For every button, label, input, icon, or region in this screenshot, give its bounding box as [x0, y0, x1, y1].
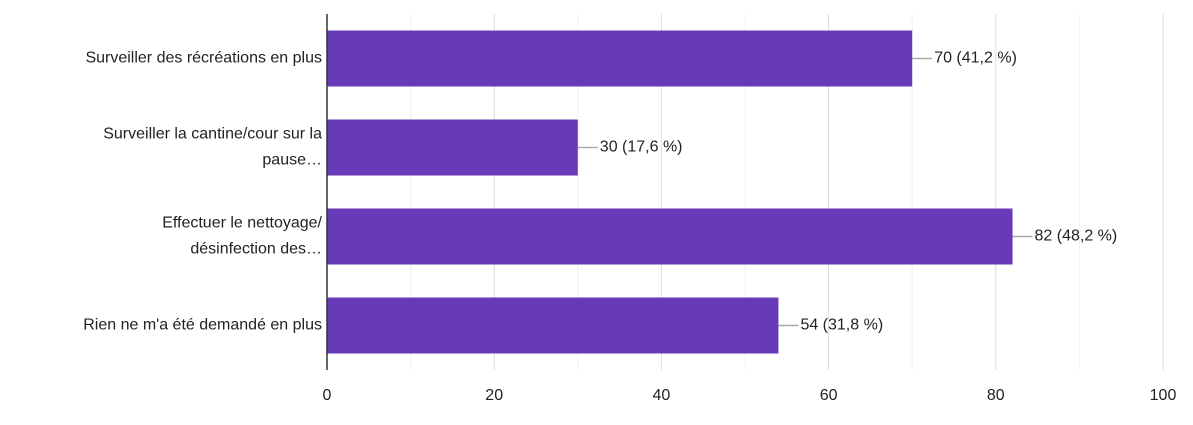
- bar: [327, 119, 578, 176]
- x-tick-label: 20: [485, 387, 503, 404]
- y-tick-label: Effectuer le nettoyage/désinfection des…: [162, 215, 322, 258]
- value-label: 54 (31,8 %): [800, 317, 883, 334]
- x-tick-label: 60: [820, 387, 838, 404]
- bar: [327, 30, 913, 87]
- x-tick-label: 80: [987, 387, 1005, 404]
- value-label: 82 (48,2 %): [1035, 228, 1118, 245]
- bar: [327, 297, 779, 354]
- x-tick-label: 100: [1150, 387, 1177, 404]
- value-label: 30 (17,6 %): [600, 139, 683, 156]
- y-tick-label: Surveiller des récréations en plus: [85, 50, 322, 67]
- y-tick-label: Rien ne m'a été demandé en plus: [83, 317, 322, 334]
- value-label: 70 (41,2 %): [934, 50, 1017, 67]
- x-tick-label: 40: [653, 387, 671, 404]
- x-tick-label: 0: [323, 387, 332, 404]
- y-tick-label: Surveiller la cantine/cour sur la pause…: [103, 126, 322, 169]
- bar: [327, 208, 1013, 265]
